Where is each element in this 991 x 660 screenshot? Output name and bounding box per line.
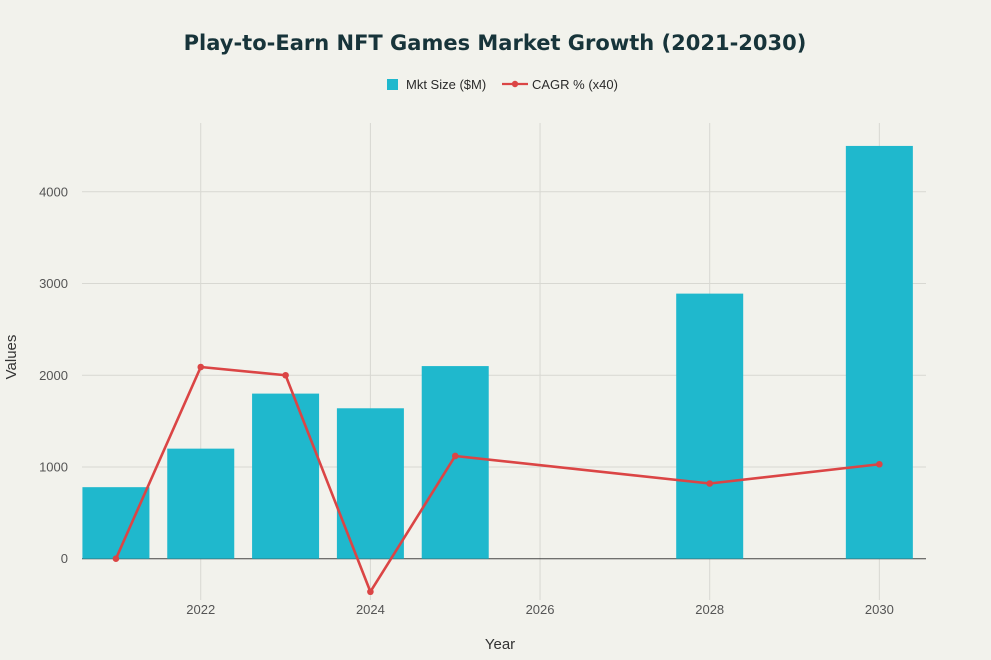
bar [167, 448, 235, 559]
legend: Mkt Size ($M) CAGR % (x40) [387, 77, 618, 92]
x-tick-label: 2026 [526, 602, 555, 617]
line-point [706, 480, 713, 487]
legend-bar-label: Mkt Size ($M) [406, 77, 486, 92]
x-tick-label: 2028 [695, 602, 724, 617]
legend-bar-swatch [387, 79, 398, 90]
bar-series [82, 145, 913, 559]
y-tick-label: 0 [61, 551, 68, 566]
x-tick-label: 2030 [865, 602, 894, 617]
line-point [197, 363, 205, 371]
y-axis-label: Values [3, 335, 20, 380]
x-tick-label: 2022 [186, 602, 215, 617]
chart-title: Play-to-Earn NFT Games Market Growth (20… [184, 31, 807, 55]
y-tick-label: 3000 [39, 276, 68, 291]
y-tick-label: 1000 [39, 459, 68, 474]
axis-ticks: 2022 2024 2026 2028 2030 0 1000 2000 3000 4000 [39, 184, 894, 617]
y-tick-label: 4000 [39, 184, 68, 199]
bar [845, 145, 913, 559]
x-axis-label: Year [485, 636, 515, 653]
line-point [876, 460, 883, 468]
line-series [112, 363, 883, 596]
line-point [451, 452, 459, 460]
bar [82, 487, 150, 559]
line-point [367, 588, 374, 596]
x-tick-label: 2024 [356, 602, 385, 617]
line-point [112, 555, 120, 563]
y-tick-label: 2000 [39, 368, 68, 383]
bar [676, 293, 744, 559]
legend-line-marker [511, 80, 519, 88]
legend-line-label: CAGR % (x40) [532, 77, 618, 92]
bar [421, 366, 489, 559]
line-point [282, 371, 289, 379]
bar [336, 408, 404, 559]
bar [252, 393, 320, 559]
